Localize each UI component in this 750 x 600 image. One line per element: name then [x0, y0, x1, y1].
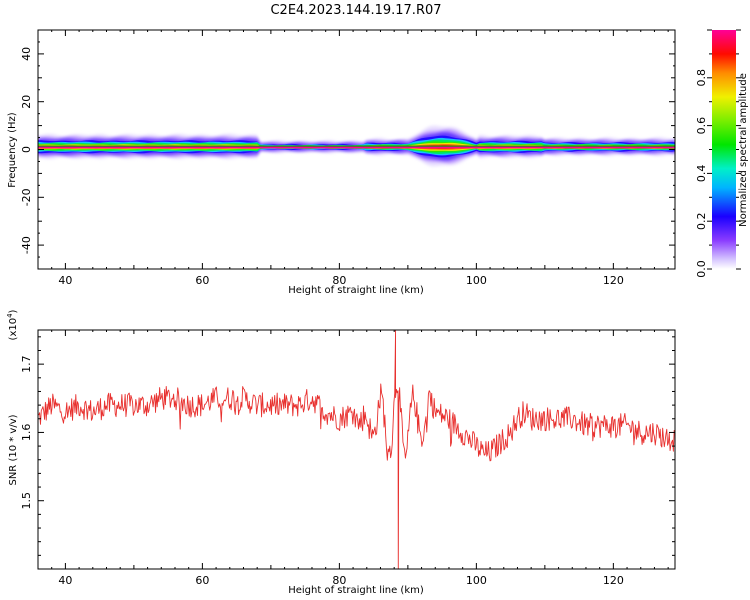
- colorbar-tick-label: 0.0: [695, 260, 708, 278]
- colorbar-label: Normalized spectral amplitude: [738, 73, 749, 227]
- snr-y-tick-label: 1.5: [20, 492, 33, 510]
- snr-ylabel: SNR (10 * v/v): [8, 414, 19, 485]
- snr-x-tick-label: 80: [332, 574, 346, 587]
- snr-plot-area: [38, 330, 675, 569]
- snr-multiplier: (x104): [6, 309, 19, 340]
- snr-x-tick-label: 120: [603, 574, 624, 587]
- spectrogram-ticks: 40 60 80 100 120 40 20 0 -20 -40: [20, 29, 675, 287]
- colorbar-tick-label: 0.4: [695, 165, 708, 183]
- colorbar-tick-label: 0.8: [695, 69, 708, 87]
- spectrogram-xlabel: Height of straight line (km): [288, 285, 424, 296]
- colorbar: 0.0 0.2 0.4 0.6 0.8 Normalized spectral ampl…: [695, 29, 749, 278]
- spectrogram-y-tick-label: 0: [20, 146, 33, 153]
- snr-frame: [37, 329, 676, 570]
- spectrogram-x-tick-label: 40: [58, 274, 72, 287]
- snr-x-tick-label: 40: [58, 574, 72, 587]
- spectrogram-y-tick-label: 40: [20, 47, 33, 61]
- spectrogram-x-tick-label: 100: [466, 274, 487, 287]
- colorbar-ticks: 0.0 0.2 0.4 0.6 0.8: [695, 29, 741, 278]
- snr-x-tick-label: 60: [195, 574, 209, 587]
- spectrogram-frame: [37, 29, 676, 270]
- colorbar-tick-label: 0.2: [695, 212, 708, 230]
- snr-series-line: [38, 330, 675, 569]
- spectrogram-y-tick-label: -20: [20, 188, 33, 206]
- spectrogram-y-tick-label: 20: [20, 95, 33, 109]
- colorbar-tick-label: 0.6: [695, 117, 708, 135]
- spectrogram-ylabel: Frequency (Hz): [7, 112, 18, 188]
- colorbar-gradient: [712, 30, 736, 269]
- spectrogram-x-tick-label: 60: [195, 274, 209, 287]
- snr-xlabel: Height of straight line (km): [288, 585, 424, 596]
- spectrogram-panel: 40 60 80 100 120 40 20 0 -20 -40 Height of straig…: [7, 29, 676, 296]
- spectrogram-band: [38, 125, 675, 167]
- spectrogram-x-tick-label: 80: [332, 274, 346, 287]
- snr-x-tick-label: 100: [466, 574, 487, 587]
- snr-y-tick-label: 1.7: [20, 355, 33, 373]
- chart-title: C2E4.2023.144.19.17.R07: [270, 3, 441, 18]
- spectrogram-x-tick-label: 120: [603, 274, 624, 287]
- snr-y-tick-label: 1.6: [20, 424, 33, 442]
- spectrogram-y-tick-label: -40: [20, 236, 33, 254]
- snr-panel: 40 60 80 100 120 1.7 1.6 1.5 Height of straight…: [6, 309, 676, 596]
